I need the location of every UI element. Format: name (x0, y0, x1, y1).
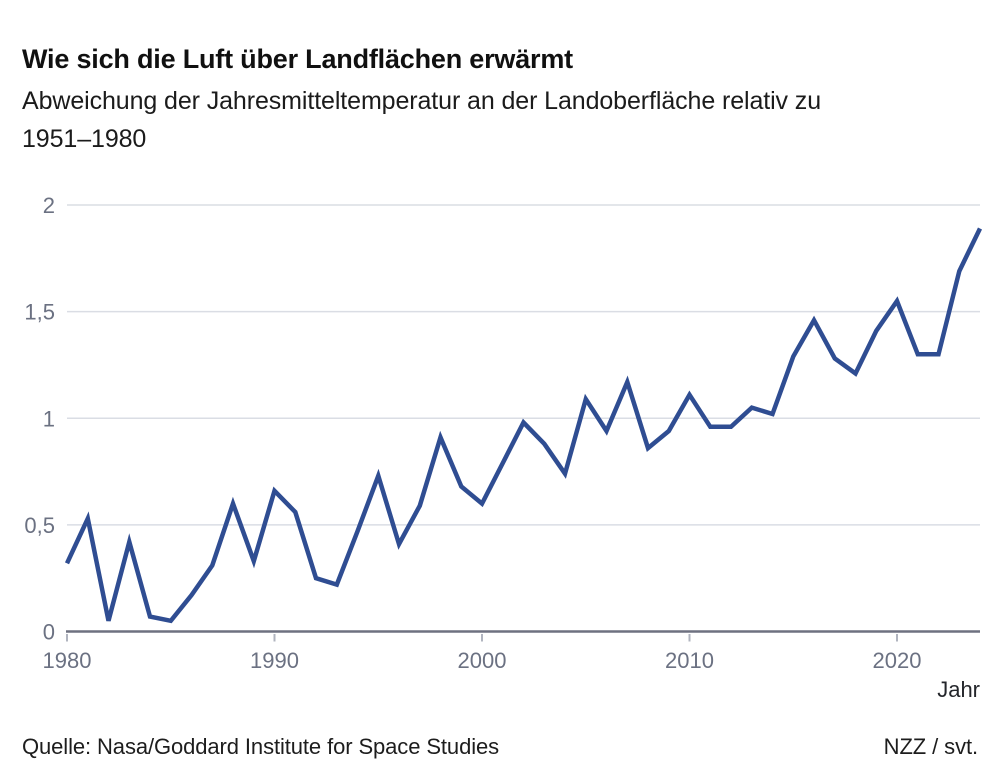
y-tick-label: 1 (43, 406, 55, 431)
y-tick-label: 2 (43, 193, 55, 218)
x-tick-label: 2010 (665, 648, 714, 673)
temperature-anomaly-line (64, 227, 983, 624)
chart-title: Wie sich die Luft über Landflächen erwär… (22, 44, 573, 75)
y-tick-label: 0 (43, 620, 55, 645)
chart-subtitle-line2: 1951–1980 (22, 125, 147, 153)
x-tick-label: 1990 (250, 648, 299, 673)
credit-note: NZZ / svt. (883, 734, 978, 759)
line-chart: 0 0,5 1 1,5 2 1980 1990 2000 2010 2020 Jahr (0, 180, 1000, 720)
x-axis-title: Jahr (937, 677, 980, 702)
source-note: Quelle: Nasa/Goddard Institute for Space… (22, 734, 500, 759)
x-tick-label: 1980 (43, 648, 92, 673)
y-tick-label: 1,5 (24, 300, 55, 325)
chart-subtitle: Abweichung der Jahresmitteltemperatur an… (22, 82, 972, 158)
y-tick-label: 0,5 (24, 513, 55, 538)
x-tick-label: 2020 (873, 648, 922, 673)
x-tick-label: 2000 (458, 648, 507, 673)
line-chart-svg: 0 0,5 1 1,5 2 1980 1990 2000 2010 2020 Jahr (24, 193, 983, 702)
chart-subtitle-line1: Abweichung der Jahresmitteltemperatur an… (22, 87, 822, 115)
